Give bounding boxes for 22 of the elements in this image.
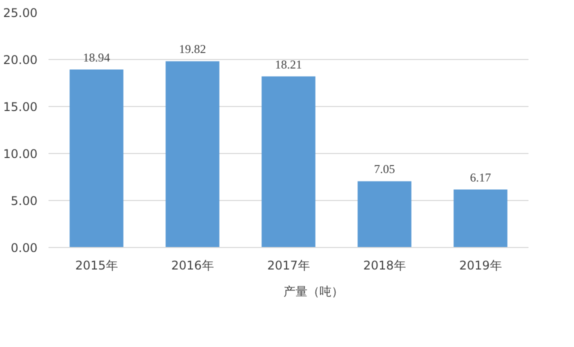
y-tick-label: 5.00 (10, 194, 38, 208)
bar (454, 190, 508, 248)
text: 产量（吨） (284, 284, 344, 300)
data-label: 18.21 (275, 57, 302, 72)
bar (358, 181, 412, 248)
y-tick-label: 20.00 (3, 53, 38, 67)
data-label: 7.05 (374, 162, 395, 176)
data-label: 19.82 (179, 42, 206, 56)
y-tick-label: 0.00 (10, 241, 38, 255)
y-tick-label: 25.00 (3, 6, 38, 20)
bar (262, 76, 316, 248)
x-tick-label: 2016年 (171, 258, 214, 272)
data-label: 18.94 (83, 50, 110, 64)
data-label: 6.17 (470, 170, 491, 184)
y-tick-label: 15.00 (3, 100, 38, 114)
x-tick-label: 2017年 (267, 258, 310, 272)
bar (166, 61, 220, 248)
y-tick-label: 10.00 (3, 147, 38, 161)
x-tick-label: 2015年 (75, 258, 118, 272)
bar (70, 69, 124, 248)
x-tick-label: 2019年 (459, 258, 502, 272)
x-tick-label: 2018年 (363, 258, 406, 272)
